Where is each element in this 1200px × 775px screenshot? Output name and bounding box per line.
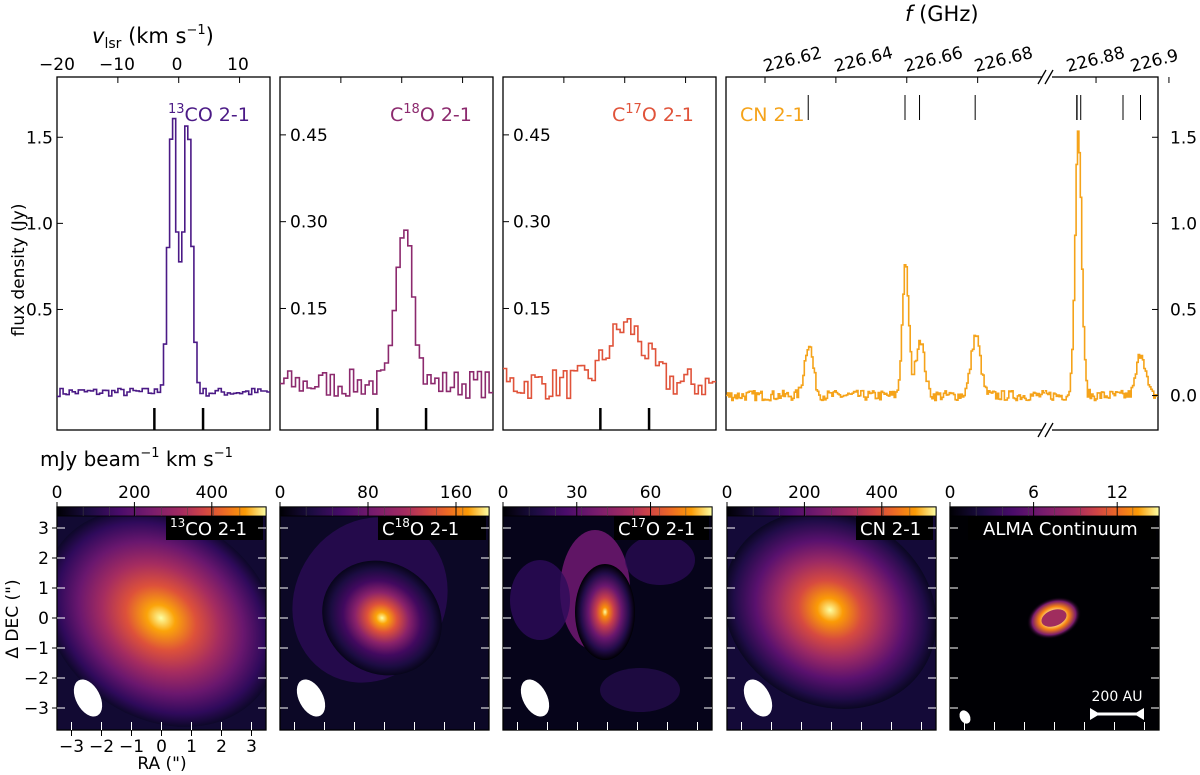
- freq-tick-label: 226.66: [902, 43, 965, 77]
- beam-ellipse: [520, 679, 550, 717]
- colorbar-tick-label: 30: [566, 483, 588, 503]
- maps-row: [57, 507, 1159, 730]
- ra-axis-title: RA ("): [137, 754, 186, 774]
- y-tick-label: 1.0: [1170, 214, 1197, 234]
- y-tick-label: 0.5: [26, 300, 53, 320]
- beam-ellipse: [73, 679, 103, 717]
- label-c18o-map: C18O 2-1: [382, 516, 459, 540]
- beam-ellipse: [743, 679, 773, 717]
- dec-tick-label: 2: [38, 549, 49, 569]
- dec-tick-label: 3: [38, 519, 49, 539]
- y-tick-label: 1.5: [1170, 128, 1197, 148]
- colorbar-tick-label: 200: [788, 483, 820, 503]
- axis-break-top: [1037, 69, 1054, 85]
- y-tick-label: 0.0: [1170, 387, 1197, 407]
- colorbar-tick-label: 400: [196, 483, 228, 503]
- colorbar-tick-label: 12: [1106, 483, 1128, 503]
- colorbar-tick-label: 0: [52, 483, 63, 503]
- label-c17o-spectrum: C17O 2-1: [612, 102, 694, 126]
- vel-tick-label: −10: [99, 55, 135, 75]
- colorbar-tick-label: 80: [357, 483, 379, 503]
- flux-axis-title: flux density (Jy): [9, 203, 29, 336]
- dec-tick-label: −1: [24, 639, 49, 659]
- velocity-ticks: −20 −10 0 10: [39, 55, 249, 75]
- dec-tick-label: 0: [38, 609, 49, 629]
- colorbar-tick-label: 160: [440, 483, 472, 503]
- ra-tick-label: 0: [156, 737, 167, 757]
- freq-tick-label: 226.62: [761, 43, 824, 77]
- y-tick-label: 0.45: [290, 126, 328, 146]
- freq-tick-label: 226.64: [832, 43, 895, 77]
- colorbar-tick-label: 200: [118, 483, 150, 503]
- frequency-ticks: 226.62 226.64 226.66 226.68 226.88 226.9: [761, 43, 1180, 77]
- spectrum-panel-13co: [56, 76, 271, 431]
- y-tick-label: 0.45: [513, 126, 551, 146]
- frequency-axis-title: f (GHz): [905, 2, 979, 26]
- ra-tick-label: −3: [59, 737, 84, 757]
- y-tick-label: 0.5: [1170, 300, 1197, 320]
- spectrum-panel-cn: [725, 76, 1159, 431]
- velocity-axis-title: vlsr (km s−1): [92, 23, 214, 52]
- scale-bar: 200 AU: [1090, 689, 1144, 720]
- spectrum-cn-line: [1045, 130, 1158, 402]
- y-tick-label: 0.30: [513, 213, 551, 233]
- ra-tick-label: 2: [216, 737, 227, 757]
- scale-bar-label: 200 AU: [1092, 689, 1143, 705]
- y-tick-label: 0.15: [513, 299, 551, 319]
- label-13co-map: 13CO 2-1: [170, 516, 247, 540]
- vel-tick-label: 10: [227, 55, 249, 75]
- spectrum-panel-c17o: [502, 76, 717, 431]
- beam-ellipse: [959, 710, 971, 724]
- spectrum-13co-line: [57, 117, 270, 398]
- spectrum-panel-c18o: [279, 76, 494, 431]
- spectra-row: [56, 69, 1159, 438]
- label-13co-spectrum: 13CO 2-1: [168, 102, 250, 126]
- y-tick-label: 0.15: [290, 299, 328, 319]
- colorbar-tick-label: 0: [275, 483, 286, 503]
- y-tick-label: 1.5: [26, 128, 53, 148]
- freq-tick-label: 226.9: [1128, 46, 1180, 77]
- colorbar-tick-label: 60: [640, 483, 662, 503]
- dec-tick-label: −2: [24, 669, 49, 689]
- spectrum-cn-line: [726, 264, 1045, 402]
- label-cn-spectrum: CN 2-1: [740, 104, 805, 126]
- label-continuum-map: ALMA Continuum: [983, 519, 1138, 540]
- ra-tick-label: −1: [119, 737, 144, 757]
- vel-tick-label: −20: [39, 55, 75, 75]
- colorbar-tick-label: 0: [498, 483, 509, 503]
- dec-tick-label: 1: [38, 579, 49, 599]
- label-c17o-map: C17O 2-1: [618, 516, 695, 540]
- vel-tick-label: 0: [172, 55, 183, 75]
- colorbar-tick-label: 400: [866, 483, 898, 503]
- y-tick-label: 0.30: [290, 213, 328, 233]
- dec-tick-label: −3: [24, 699, 49, 719]
- ra-tick-label: −2: [89, 737, 114, 757]
- label-c18o-spectrum: C18O 2-1: [390, 102, 472, 126]
- dec-axis-title: Δ DEC ("): [3, 579, 23, 658]
- freq-tick-label: 226.88: [1064, 43, 1127, 77]
- colorbar-tick-label: 6: [1028, 483, 1039, 503]
- label-cn-map: CN 2-1: [860, 519, 921, 540]
- spectrum-c18o-line: [280, 229, 493, 399]
- ra-tick-label: 1: [186, 737, 197, 757]
- spectrum-c17o-line: [503, 318, 716, 400]
- colorbar-tick-label: 0: [945, 483, 956, 503]
- ra-tick-label: 3: [246, 737, 257, 757]
- map-continuum: [950, 507, 1159, 730]
- map-c17o: [503, 507, 712, 730]
- y-tick-label: 1.0: [26, 214, 53, 234]
- beam-ellipse: [296, 679, 326, 717]
- axis-break-bottom: [1037, 422, 1054, 438]
- colorbar-tick-label: 0: [722, 483, 733, 503]
- freq-tick-label: 226.68: [972, 43, 1035, 77]
- colorbar-unit-title: mJy beam−1 km s−1: [40, 446, 233, 471]
